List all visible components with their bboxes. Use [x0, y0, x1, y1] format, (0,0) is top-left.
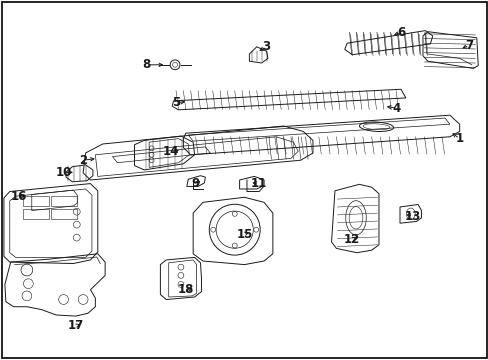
Text: 4: 4: [391, 102, 399, 114]
Text: 8: 8: [142, 58, 150, 71]
Text: 10: 10: [55, 166, 72, 179]
Text: 15: 15: [236, 228, 252, 240]
Bar: [51, 196, 77, 206]
Text: 14: 14: [163, 145, 179, 158]
Text: 1: 1: [455, 132, 463, 145]
Bar: [51, 209, 77, 219]
Text: 13: 13: [404, 210, 421, 222]
Bar: [23, 209, 49, 219]
Text: 17: 17: [67, 319, 84, 332]
Text: 6: 6: [396, 26, 404, 39]
Text: 16: 16: [10, 190, 27, 203]
Text: 2: 2: [79, 154, 87, 167]
Text: 5: 5: [172, 96, 180, 109]
Text: 18: 18: [177, 283, 194, 296]
Text: 7: 7: [465, 39, 472, 51]
Text: 3: 3: [262, 40, 270, 53]
Bar: [23, 196, 49, 206]
Text: 12: 12: [343, 233, 360, 246]
Text: 9: 9: [191, 177, 199, 190]
Text: 11: 11: [250, 177, 267, 190]
